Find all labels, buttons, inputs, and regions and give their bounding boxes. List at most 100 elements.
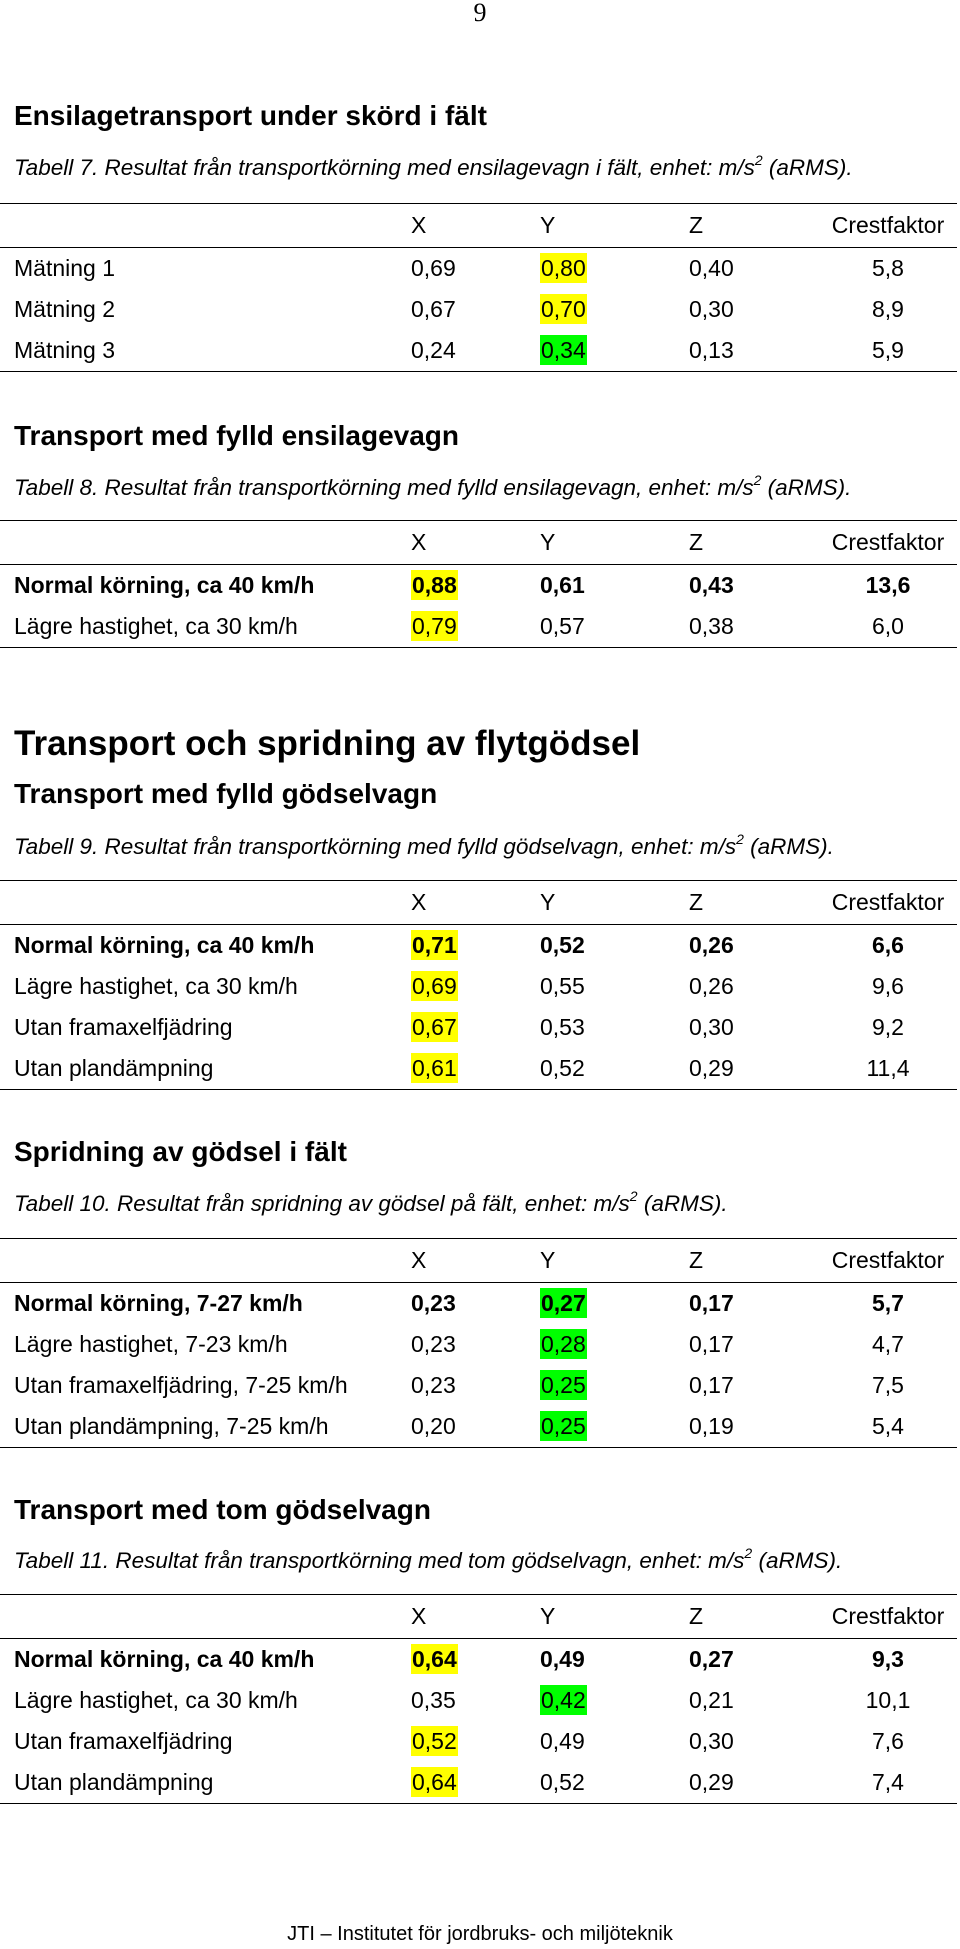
- table-cell: 7,4: [819, 1762, 957, 1804]
- row-label-text: Lägre hastighet, 7-23 km/h: [14, 1331, 288, 1357]
- table-cell: 0,38: [689, 606, 819, 648]
- table-cell: 0,25: [540, 1365, 689, 1406]
- section-heading: Ensilagetransport under skörd i fält: [14, 100, 487, 131]
- row-label-text: Utan framaxelfjädring: [14, 1728, 233, 1754]
- table-cell: 0,27: [689, 1639, 819, 1681]
- row-label: Utan plandämpning: [0, 1048, 411, 1090]
- cell-value: 0,61: [411, 1053, 458, 1083]
- table-cell: 0,67: [411, 289, 540, 330]
- table-cell: 5,7: [819, 1283, 957, 1325]
- row-label-text: Lägre hastighet, ca 30 km/h: [14, 1687, 298, 1713]
- table-row: Normal körning, ca 40 km/h 0,64 0,49 0,27 9,…: [0, 1639, 957, 1681]
- cell-value: 5,8: [872, 255, 904, 281]
- table-cell: 0,43: [689, 565, 819, 607]
- table-cell: 5,9: [819, 330, 957, 372]
- cell-value: 0,13: [689, 337, 734, 363]
- row-label: Mätning 3: [0, 330, 411, 372]
- table-cell: 0,24: [411, 330, 540, 372]
- table-caption: Tabell 8. Resultat från transportkörning…: [14, 472, 852, 500]
- table-cell: 0,23: [411, 1324, 540, 1365]
- table-caption: Tabell 7. Resultat från transportkörning…: [14, 152, 853, 180]
- cell-value: 7,6: [872, 1728, 904, 1754]
- table-cell: 0,69: [411, 248, 540, 290]
- table-cell: 8,9: [819, 289, 957, 330]
- column-header: [0, 881, 411, 925]
- cell-value: 5,9: [872, 337, 904, 363]
- cell-value: 0,23: [411, 1331, 456, 1357]
- cell-value: 0,57: [540, 613, 585, 639]
- table-cell: 0,34: [540, 330, 689, 372]
- table-row: Lägre hastighet, 7-23 km/h 0,23 0,28 0,17 4,…: [0, 1324, 957, 1365]
- subsection-heading: Transport med fylld gödselvagn: [14, 778, 438, 809]
- row-label-text: Utan plandämpning, 7-25 km/h: [14, 1413, 329, 1439]
- cell-value: 9,2: [872, 1014, 904, 1040]
- cell-value: 0,52: [540, 1769, 585, 1795]
- table-cell: 0,88: [411, 565, 540, 607]
- cell-value: 0,27: [689, 1646, 734, 1672]
- cell-value: 0,42: [540, 1685, 587, 1715]
- table-cell: 0,49: [540, 1721, 689, 1762]
- table-cell: 4,7: [819, 1324, 957, 1365]
- cell-value: 9,6: [872, 973, 904, 999]
- table-header-row: X Y Z Crestfaktor: [0, 880, 957, 925]
- cell-value: 0,28: [540, 1329, 587, 1359]
- cell-value: 0,30: [689, 296, 734, 322]
- cell-value: 0,35: [411, 1687, 456, 1713]
- column-header: X: [411, 1247, 427, 1273]
- cell-value: 0,55: [540, 973, 585, 999]
- cell-value: 0,69: [411, 971, 458, 1001]
- cell-value: 0,79: [411, 611, 458, 641]
- cell-value: 0,53: [540, 1014, 585, 1040]
- cell-value: 0,21: [689, 1687, 734, 1713]
- cell-value: 8,9: [872, 296, 904, 322]
- cell-value: 0,69: [411, 255, 456, 281]
- table-cell: 0,17: [689, 1283, 819, 1325]
- table-cell: 0,71: [411, 925, 540, 967]
- cell-value: 0,25: [540, 1411, 587, 1441]
- table-row: Normal körning, ca 40 km/h 0,88 0,61 0,43 13…: [0, 565, 957, 607]
- table-row: Utan framaxelfjädring 0,67 0,53 0,30 9,2: [0, 1007, 957, 1048]
- table-cell: 0,64: [411, 1639, 540, 1681]
- column-header: Y: [540, 1247, 556, 1273]
- column-header: Crestfaktor: [831, 212, 945, 238]
- table-cell: 0,30: [689, 289, 819, 330]
- column-header: Crestfaktor: [831, 889, 945, 915]
- cell-value: 5,4: [872, 1413, 904, 1439]
- row-label-text: Mätning 1: [14, 255, 116, 281]
- column-header: X: [411, 529, 427, 555]
- results-table: X Y Z Crestfaktor Normal körning, ca 40 km/h…: [0, 880, 957, 1090]
- table-cell: 0,80: [540, 248, 689, 290]
- table-cell: 6,0: [819, 606, 957, 648]
- table-cell: 0,67: [411, 1007, 540, 1048]
- table-row: Lägre hastighet, ca 30 km/h 0,35 0,42 0,21 1…: [0, 1680, 957, 1721]
- column-header: Z: [689, 1247, 704, 1273]
- row-label-text: Normal körning, ca 40 km/h: [14, 572, 315, 598]
- row-label-text: Mätning 3: [14, 337, 116, 363]
- table-cell: 0,13: [689, 330, 819, 372]
- table-cell: 0,55: [540, 966, 689, 1007]
- table-cell: 0,26: [689, 925, 819, 967]
- cell-value: 0,19: [689, 1413, 734, 1439]
- cell-value: 0,29: [689, 1055, 734, 1081]
- section-heading: Spridning av gödsel i fält: [14, 1136, 347, 1167]
- column-header: Y: [540, 1603, 556, 1629]
- table-header-row: X Y Z Crestfaktor: [0, 203, 957, 248]
- cell-value: 0,17: [689, 1290, 734, 1316]
- table-cell: 0,26: [689, 966, 819, 1007]
- column-header: Y: [540, 889, 556, 915]
- cell-value: 0,17: [689, 1372, 734, 1398]
- table-cell: 13,6: [819, 565, 957, 607]
- table-cell: 0,27: [540, 1283, 689, 1325]
- table-cell: 5,4: [819, 1406, 957, 1448]
- cell-value: 0,23: [411, 1290, 456, 1316]
- column-header: Crestfaktor: [831, 1247, 945, 1273]
- cell-value: 0,64: [411, 1767, 458, 1797]
- cell-value: 0,52: [540, 932, 585, 958]
- cell-value: 0,29: [689, 1769, 734, 1795]
- table-cell: 0,35: [411, 1680, 540, 1721]
- table-row: Normal körning, ca 40 km/h 0,71 0,52 0,26 6,…: [0, 925, 957, 967]
- cell-value: 7,4: [872, 1769, 904, 1795]
- row-label-text: Utan framaxelfjädring: [14, 1014, 233, 1040]
- page-number: 9: [473, 0, 487, 27]
- table-caption: Tabell 10. Resultat från spridning av gö…: [14, 1188, 728, 1216]
